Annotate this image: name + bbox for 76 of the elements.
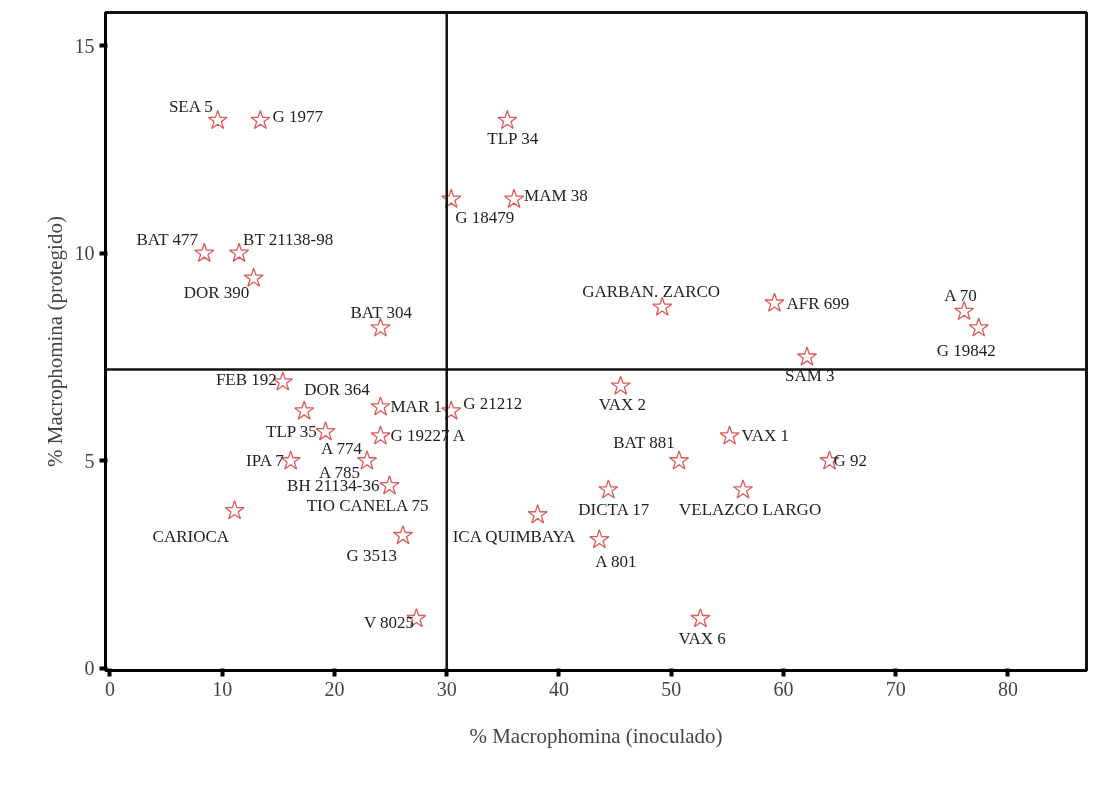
annotation: A 774 (321, 439, 363, 459)
x-tick-label: 80 (997, 677, 1018, 700)
point (370, 396, 391, 416)
annotation: DOR 390 (183, 282, 250, 302)
point (764, 292, 785, 312)
annotation: SEA 5 (168, 96, 213, 116)
point (719, 425, 740, 445)
point (441, 400, 462, 420)
point (441, 188, 462, 209)
annotation: G 19842 (936, 340, 996, 360)
point (294, 400, 315, 420)
y-tick-label: 0 (84, 657, 95, 680)
point (796, 346, 818, 366)
annotation: CARIOCA (152, 527, 230, 547)
point (668, 450, 690, 470)
point (968, 317, 989, 337)
annotation: BAT 881 (613, 433, 675, 453)
y-tick-label: 10 (74, 242, 95, 265)
point (379, 475, 400, 495)
annotation: V 8025 (363, 613, 415, 633)
annotation: DOR 364 (304, 379, 371, 399)
y-tick-label: 5 (84, 449, 95, 472)
annotation: DICTA 17 (578, 500, 650, 520)
point (503, 188, 525, 209)
y-tick-label: 15 (74, 34, 95, 57)
y-axis-title: % Macrophomina (protegido) (42, 216, 67, 467)
point (652, 296, 673, 316)
annotation: IPA 7 (246, 451, 285, 471)
point (243, 267, 264, 287)
annotation: BT 21138-98 (243, 229, 334, 249)
annotation: VELAZCO LARGO (679, 500, 822, 520)
x-tick-label: 10 (212, 677, 233, 700)
annotation: A 801 (595, 552, 637, 572)
annotation: AFR 699 (786, 293, 850, 313)
annotation: GARBAN. ZARCO (582, 281, 721, 301)
annotation: A 70 (944, 285, 977, 305)
point (589, 529, 610, 549)
x-tick-label: 70 (885, 677, 906, 700)
point (527, 504, 548, 524)
annotation: BAT 304 (350, 302, 413, 322)
point (690, 607, 711, 628)
annotation: SAM 3 (785, 365, 835, 385)
x-tick-label: 20 (324, 677, 345, 700)
x-tick-label: 50 (661, 677, 682, 700)
annotation: VAX 6 (678, 629, 726, 649)
annotation: G 18479 (455, 207, 515, 227)
point (497, 109, 518, 130)
point (250, 109, 271, 130)
annotation: TLP 34 (487, 128, 539, 148)
annotation: VAX 2 (598, 394, 647, 414)
point (315, 421, 336, 441)
annotation: ICA QUIMBAYA (452, 527, 576, 547)
annotation: FEB 192 (215, 370, 277, 390)
annotation: G 21212 (463, 393, 523, 413)
annotation: BAT 477 (136, 229, 199, 249)
x-tick-label: 30 (436, 677, 457, 700)
x-tick-label: 60 (773, 677, 794, 700)
annotation: MAM 38 (524, 185, 588, 205)
annotation: G 1977 (272, 106, 324, 126)
x-tick-label: 0 (104, 677, 115, 700)
annotation: TIO CANELA 75 (306, 496, 429, 516)
x-axis-title: % Macrophomina (inoculado) (469, 723, 723, 748)
point (370, 317, 391, 337)
annotation: MAR 1 (390, 397, 442, 417)
annotation: G 3513 (346, 546, 397, 566)
annotation: G 92 (833, 451, 867, 471)
annotation: TLP 35 (266, 422, 317, 442)
point (954, 300, 975, 321)
point (370, 425, 391, 445)
point (598, 479, 619, 499)
point (224, 500, 245, 520)
point (610, 375, 631, 395)
x-tick-label: 40 (548, 677, 569, 700)
annotation: VAX 1 (741, 426, 789, 446)
point (392, 524, 414, 545)
point (732, 479, 754, 499)
